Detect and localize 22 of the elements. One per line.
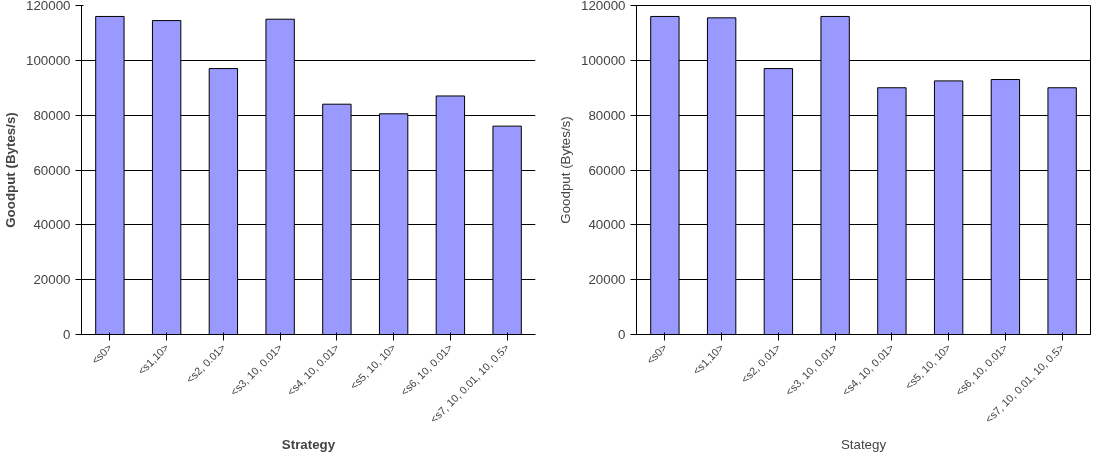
y-axis-title: Goodput (Bytes/s) — [3, 112, 19, 228]
y-tick-label: 20000 — [33, 272, 71, 288]
y-tick-label: 100000 — [581, 52, 626, 68]
y-axis-title: Goodput (Bytes/s) — [558, 116, 574, 224]
y-tick-label: 0 — [618, 327, 626, 342]
x-axis-title: Strategy — [281, 437, 336, 453]
x-tick-label: <s5, 10, 10> — [902, 341, 953, 392]
y-tick-label: 60000 — [588, 162, 626, 178]
y-tick-label: 0 — [63, 327, 71, 342]
y-tick-label: 80000 — [588, 107, 626, 123]
y-tick-label: 120000 — [26, 0, 71, 13]
x-axis-title: Stategy — [840, 437, 887, 453]
x-tick-label: <s0> — [643, 341, 670, 367]
y-tick-label: 100000 — [26, 52, 71, 68]
y-tick-label: 20000 — [588, 272, 626, 288]
x-tick-label: <s5, 10, 10> — [347, 341, 398, 392]
y-tick-label: 120000 — [581, 0, 626, 13]
x-tick-label: <s0> — [88, 341, 115, 367]
y-tick-label: 40000 — [33, 217, 71, 233]
y-tick-label: 80000 — [33, 107, 71, 123]
y-tick-label: 60000 — [33, 162, 71, 178]
y-tick-label: 40000 — [588, 217, 626, 233]
